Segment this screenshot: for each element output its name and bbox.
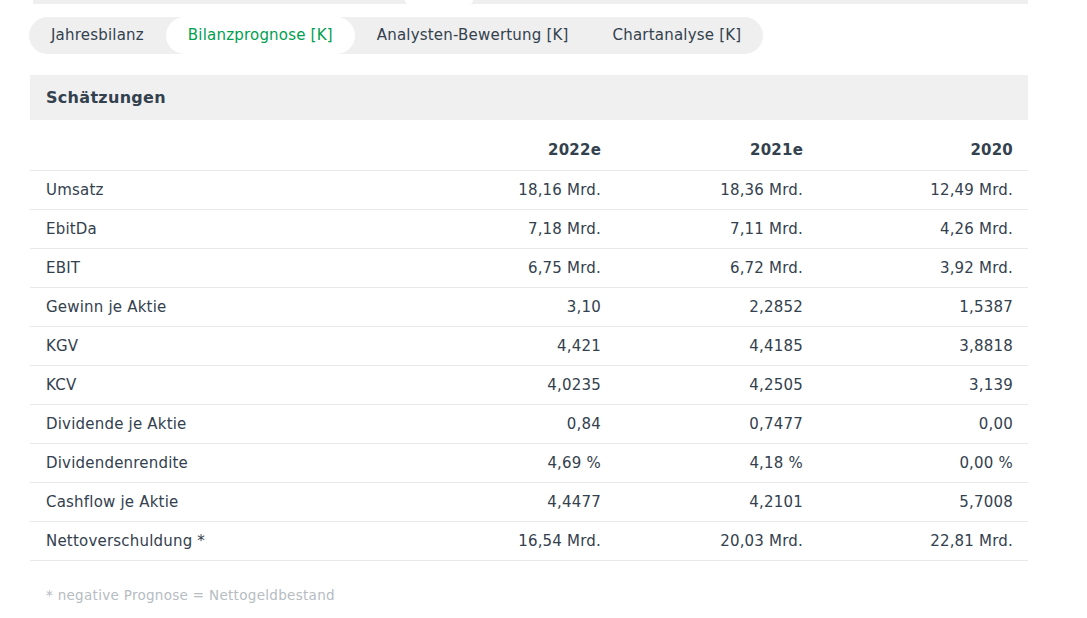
header-empty	[30, 130, 391, 170]
cell-value-2020: 0,00 %	[803, 443, 1028, 482]
cutoff-active-pill	[405, 0, 473, 4]
row-label: Dividendenrendite	[30, 443, 391, 482]
cell-value-2022e: 16,54 Mrd.	[391, 521, 601, 560]
cell-value-2022e: 4,421	[391, 326, 601, 365]
table-row: Gewinn je Aktie 3,10 2,2852 1,5387	[30, 287, 1028, 326]
row-label: EbitDa	[30, 209, 391, 248]
cell-value-2022e: 7,18 Mrd.	[391, 209, 601, 248]
table-row: Dividendenrendite 4,69 % 4,18 % 0,00 %	[30, 443, 1028, 482]
cell-value-2022e: 3,10	[391, 287, 601, 326]
cell-value-2020: 1,5387	[803, 287, 1028, 326]
table-row: KCV 4,0235 4,2505 3,139	[30, 365, 1028, 404]
tab-bar: Jahresbilanz Bilanzprognose [K] Analyste…	[29, 17, 763, 54]
row-label: Nettoverschuldung *	[30, 521, 391, 560]
cell-value-2020: 3,139	[803, 365, 1028, 404]
cell-value-2022e: 18,16 Mrd.	[391, 170, 601, 209]
table-row: Dividende je Aktie 0,84 0,7477 0,00	[30, 404, 1028, 443]
cell-value-2020: 3,92 Mrd.	[803, 248, 1028, 287]
cell-value-2020: 22,81 Mrd.	[803, 521, 1028, 560]
tab-jahresbilanz[interactable]: Jahresbilanz	[29, 17, 166, 54]
cell-value-2020: 12,49 Mrd.	[803, 170, 1028, 209]
cell-value-2021e: 6,72 Mrd.	[601, 248, 803, 287]
header-2022e: 2022e	[391, 130, 601, 170]
table-row: EbitDa 7,18 Mrd. 7,11 Mrd. 4,26 Mrd.	[30, 209, 1028, 248]
cell-value-2022e: 6,75 Mrd.	[391, 248, 601, 287]
cell-value-2022e: 4,0235	[391, 365, 601, 404]
cell-value-2021e: 4,2101	[601, 482, 803, 521]
cell-value-2021e: 18,36 Mrd.	[601, 170, 803, 209]
cutoff-row-remnant	[33, 0, 1028, 4]
table-body: Umsatz 18,16 Mrd. 18,36 Mrd. 12,49 Mrd. …	[30, 170, 1028, 560]
estimates-table: 2022e 2021e 2020 Umsatz 18,16 Mrd. 18,36…	[30, 130, 1028, 561]
table-header-row: 2022e 2021e 2020	[30, 130, 1028, 170]
cell-value-2021e: 2,2852	[601, 287, 803, 326]
row-label: KGV	[30, 326, 391, 365]
cell-value-2022e: 0,84	[391, 404, 601, 443]
table-row: Cashflow je Aktie 4,4477 4,2101 5,7008	[30, 482, 1028, 521]
cell-value-2021e: 0,7477	[601, 404, 803, 443]
cell-value-2020: 3,8818	[803, 326, 1028, 365]
tab-analysten-bewertung[interactable]: Analysten-Bewertung [K]	[355, 17, 591, 54]
cell-value-2021e: 4,18 %	[601, 443, 803, 482]
table-row: Umsatz 18,16 Mrd. 18,36 Mrd. 12,49 Mrd.	[30, 170, 1028, 209]
cell-value-2021e: 20,03 Mrd.	[601, 521, 803, 560]
table-row: EBIT 6,75 Mrd. 6,72 Mrd. 3,92 Mrd.	[30, 248, 1028, 287]
cell-value-2021e: 4,2505	[601, 365, 803, 404]
row-label: Dividende je Aktie	[30, 404, 391, 443]
cell-value-2022e: 4,4477	[391, 482, 601, 521]
cell-value-2021e: 4,4185	[601, 326, 803, 365]
tab-chartanalyse[interactable]: Chartanalyse [K]	[591, 17, 764, 54]
row-label: EBIT	[30, 248, 391, 287]
cell-value-2020: 5,7008	[803, 482, 1028, 521]
table-row: KGV 4,421 4,4185 3,8818	[30, 326, 1028, 365]
cell-value-2020: 0,00	[803, 404, 1028, 443]
header-2021e: 2021e	[601, 130, 803, 170]
row-label: KCV	[30, 365, 391, 404]
section-title: Schätzungen	[30, 88, 166, 107]
row-label: Gewinn je Aktie	[30, 287, 391, 326]
tab-bilanzprognose[interactable]: Bilanzprognose [K]	[166, 17, 355, 54]
row-label: Umsatz	[30, 170, 391, 209]
cell-value-2021e: 7,11 Mrd.	[601, 209, 803, 248]
footnote: * negative Prognose = Nettogeldbestand	[46, 587, 335, 603]
cell-value-2020: 4,26 Mrd.	[803, 209, 1028, 248]
row-label: Cashflow je Aktie	[30, 482, 391, 521]
table-row: Nettoverschuldung * 16,54 Mrd. 20,03 Mrd…	[30, 521, 1028, 560]
section-header: Schätzungen	[30, 75, 1028, 120]
cell-value-2022e: 4,69 %	[391, 443, 601, 482]
header-2020: 2020	[803, 130, 1028, 170]
